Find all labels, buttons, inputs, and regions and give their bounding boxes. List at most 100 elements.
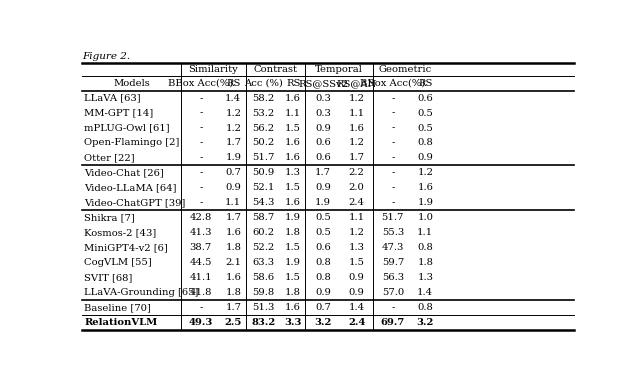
Text: 50.2: 50.2 bbox=[252, 138, 275, 147]
Text: 1.7: 1.7 bbox=[315, 168, 331, 177]
Text: -: - bbox=[391, 94, 394, 103]
Text: 1.1: 1.1 bbox=[349, 109, 365, 117]
Text: -: - bbox=[391, 153, 394, 162]
Text: -: - bbox=[391, 109, 394, 117]
Text: 1.9: 1.9 bbox=[417, 198, 433, 207]
Text: -: - bbox=[391, 168, 394, 177]
Text: Kosmos-2 [43]: Kosmos-2 [43] bbox=[84, 228, 157, 237]
Text: Temporal: Temporal bbox=[315, 65, 363, 74]
Text: 52.2: 52.2 bbox=[252, 243, 275, 252]
Text: 0.6: 0.6 bbox=[316, 138, 331, 147]
Text: 1.7: 1.7 bbox=[225, 303, 241, 312]
Text: 0.3: 0.3 bbox=[315, 94, 331, 103]
Text: RS@AN: RS@AN bbox=[337, 79, 377, 88]
Text: 0.5: 0.5 bbox=[417, 123, 433, 132]
Text: 49.3: 49.3 bbox=[189, 318, 213, 327]
Text: 1.8: 1.8 bbox=[417, 258, 433, 267]
Text: 0.3: 0.3 bbox=[315, 109, 331, 117]
Text: -: - bbox=[199, 138, 202, 147]
Text: 2.4: 2.4 bbox=[348, 318, 365, 327]
Text: -: - bbox=[199, 123, 202, 132]
Text: 0.6: 0.6 bbox=[417, 94, 433, 103]
Text: Video-Chat [26]: Video-Chat [26] bbox=[84, 168, 164, 177]
Text: mPLUG-Owl [61]: mPLUG-Owl [61] bbox=[84, 123, 170, 132]
Text: Open-Flamingo [2]: Open-Flamingo [2] bbox=[84, 138, 180, 147]
Text: 2.4: 2.4 bbox=[349, 198, 365, 207]
Text: RelationVLM: RelationVLM bbox=[84, 318, 157, 327]
Text: -: - bbox=[391, 198, 394, 207]
Text: SVIT [68]: SVIT [68] bbox=[84, 273, 133, 282]
Text: Figure 2.: Figure 2. bbox=[83, 52, 131, 61]
Text: 1.8: 1.8 bbox=[285, 228, 301, 237]
Text: 47.3: 47.3 bbox=[381, 243, 404, 252]
Text: -: - bbox=[391, 123, 394, 132]
Text: 1.2: 1.2 bbox=[225, 109, 241, 117]
Text: 1.3: 1.3 bbox=[285, 168, 301, 177]
Text: -: - bbox=[199, 183, 202, 192]
Text: RS: RS bbox=[226, 79, 241, 88]
Text: Geometric: Geometric bbox=[378, 65, 432, 74]
Text: -: - bbox=[391, 303, 394, 312]
Text: 1.2: 1.2 bbox=[417, 168, 433, 177]
Text: 3.2: 3.2 bbox=[417, 318, 434, 327]
Text: 0.6: 0.6 bbox=[316, 153, 331, 162]
Text: 53.2: 53.2 bbox=[252, 109, 275, 117]
Text: -: - bbox=[199, 168, 202, 177]
Text: 58.6: 58.6 bbox=[252, 273, 275, 282]
Text: 1.9: 1.9 bbox=[285, 213, 301, 222]
Text: 1.1: 1.1 bbox=[349, 213, 365, 222]
Text: 0.5: 0.5 bbox=[315, 228, 331, 237]
Text: MM-GPT [14]: MM-GPT [14] bbox=[84, 109, 154, 117]
Text: 1.0: 1.0 bbox=[417, 213, 433, 222]
Text: 41.3: 41.3 bbox=[189, 228, 212, 237]
Text: Otter [22]: Otter [22] bbox=[84, 153, 135, 162]
Text: 0.6: 0.6 bbox=[316, 243, 331, 252]
Text: 1.6: 1.6 bbox=[285, 198, 301, 207]
Text: 1.6: 1.6 bbox=[285, 303, 301, 312]
Text: 0.9: 0.9 bbox=[349, 288, 365, 297]
Text: 55.3: 55.3 bbox=[381, 228, 404, 237]
Text: 56.2: 56.2 bbox=[252, 123, 275, 132]
Text: 1.6: 1.6 bbox=[285, 138, 301, 147]
Text: 57.0: 57.0 bbox=[381, 288, 404, 297]
Text: 63.3: 63.3 bbox=[252, 258, 275, 267]
Text: 0.7: 0.7 bbox=[225, 168, 241, 177]
Text: CogVLM [55]: CogVLM [55] bbox=[84, 258, 152, 267]
Text: 50.9: 50.9 bbox=[252, 168, 275, 177]
Text: 41.1: 41.1 bbox=[189, 273, 212, 282]
Text: MiniGPT4-v2 [6]: MiniGPT4-v2 [6] bbox=[84, 243, 168, 252]
Text: 1.5: 1.5 bbox=[285, 123, 301, 132]
Text: Contrast: Contrast bbox=[253, 65, 298, 74]
Text: -: - bbox=[199, 94, 202, 103]
Text: 0.9: 0.9 bbox=[349, 273, 365, 282]
Text: 1.1: 1.1 bbox=[285, 109, 301, 117]
Text: 51.7: 51.7 bbox=[381, 213, 404, 222]
Text: Similarity: Similarity bbox=[188, 65, 238, 74]
Text: RS: RS bbox=[418, 79, 433, 88]
Text: 38.7: 38.7 bbox=[189, 243, 212, 252]
Text: 0.5: 0.5 bbox=[417, 109, 433, 117]
Text: 1.7: 1.7 bbox=[225, 213, 241, 222]
Text: 54.3: 54.3 bbox=[252, 198, 275, 207]
Text: 0.8: 0.8 bbox=[417, 243, 433, 252]
Text: 0.9: 0.9 bbox=[315, 183, 331, 192]
Text: 3.3: 3.3 bbox=[284, 318, 302, 327]
Text: 1.3: 1.3 bbox=[417, 273, 433, 282]
Text: 1.1: 1.1 bbox=[417, 228, 433, 237]
Text: 41.8: 41.8 bbox=[189, 288, 212, 297]
Text: 1.4: 1.4 bbox=[225, 94, 241, 103]
Text: 1.3: 1.3 bbox=[349, 243, 365, 252]
Text: BBox Acc(%): BBox Acc(%) bbox=[168, 79, 234, 88]
Text: 1.8: 1.8 bbox=[225, 243, 241, 252]
Text: 1.6: 1.6 bbox=[225, 228, 241, 237]
Text: 1.6: 1.6 bbox=[225, 273, 241, 282]
Text: 3.2: 3.2 bbox=[314, 318, 332, 327]
Text: 1.9: 1.9 bbox=[225, 153, 241, 162]
Text: 1.6: 1.6 bbox=[285, 153, 301, 162]
Text: 0.9: 0.9 bbox=[225, 183, 241, 192]
Text: 2.5: 2.5 bbox=[225, 318, 242, 327]
Text: 56.3: 56.3 bbox=[381, 273, 404, 282]
Text: Acc (%): Acc (%) bbox=[244, 79, 283, 88]
Text: 0.8: 0.8 bbox=[417, 303, 433, 312]
Text: 1.6: 1.6 bbox=[285, 94, 301, 103]
